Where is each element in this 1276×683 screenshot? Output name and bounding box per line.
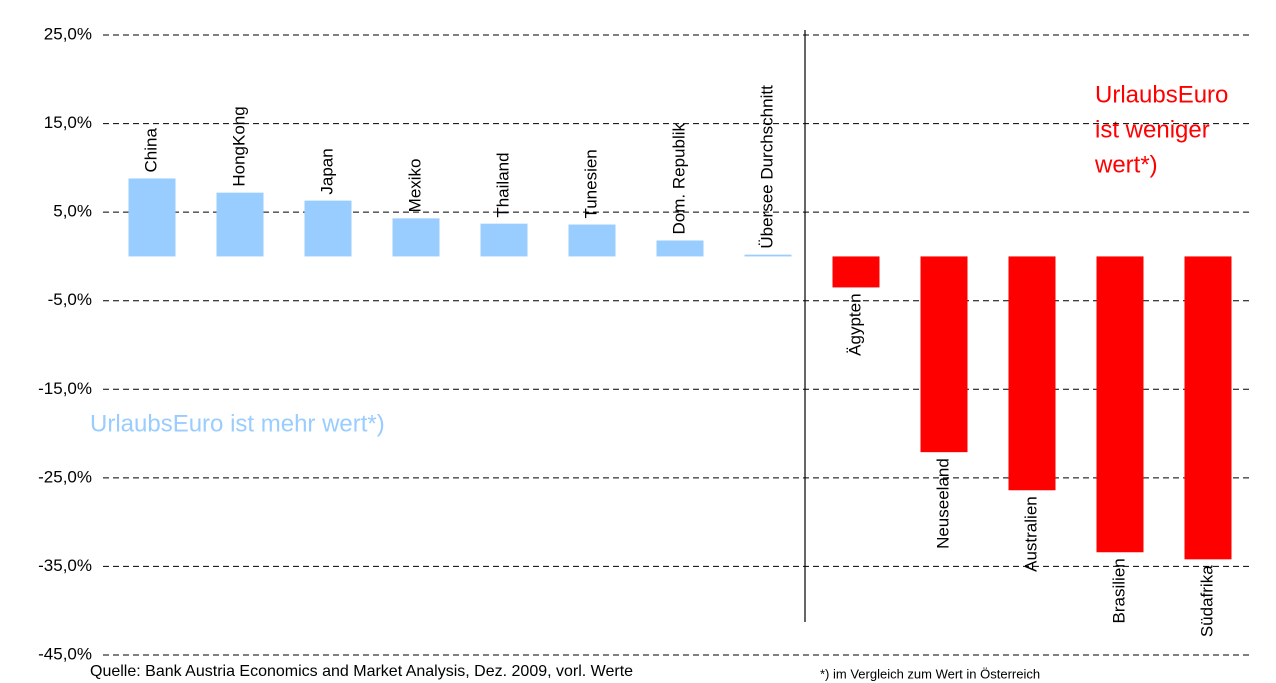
bar (920, 256, 968, 453)
bar (832, 256, 880, 288)
bar (656, 240, 704, 257)
category-label: Übersee Durchschnitt (757, 85, 776, 249)
y-tick-label: -25,0% (38, 467, 92, 486)
y-tick-label: 5,0% (53, 202, 92, 221)
category-label: Thailand (493, 152, 512, 217)
bar (128, 178, 176, 257)
bar (304, 200, 352, 257)
y-tick-label: -15,0% (38, 379, 92, 398)
category-label: Neuseeland (933, 458, 952, 549)
bar (1008, 256, 1056, 491)
bar (568, 224, 616, 257)
y-tick-label: 15,0% (44, 113, 92, 132)
bar (216, 192, 264, 257)
bar (744, 254, 792, 257)
category-label: Dom. Republik (669, 122, 688, 234)
category-label: Mexiko (405, 158, 424, 212)
annotation: UrlaubsEuro (1095, 81, 1228, 108)
bar (392, 218, 440, 257)
y-tick-label: -5,0% (48, 290, 92, 309)
footnote: *) im Vergleich zum Wert in Österreich (820, 666, 1040, 681)
source: Quelle: Bank Austria Economics and Marke… (90, 663, 633, 680)
category-label: Brasilien (1109, 558, 1128, 623)
annotation: wert*) (1094, 151, 1158, 178)
y-tick-label: 25,0% (44, 24, 92, 43)
annotation: ist weniger (1095, 116, 1210, 143)
y-tick-label: -45,0% (38, 644, 92, 663)
category-label: Ägypten (845, 293, 864, 355)
category-label: Japan (317, 148, 336, 194)
bar (1096, 256, 1144, 553)
category-label: HongKong (229, 106, 248, 186)
bar (480, 223, 528, 257)
bar (1184, 256, 1232, 560)
category-label: Südafrika (1197, 565, 1216, 637)
y-tick-label: -35,0% (38, 556, 92, 575)
annotation: UrlaubsEuro ist mehr wert*) (90, 410, 385, 437)
category-label: Tunesien (581, 149, 600, 218)
category-label: China (141, 128, 160, 173)
category-label: Australien (1021, 496, 1040, 572)
